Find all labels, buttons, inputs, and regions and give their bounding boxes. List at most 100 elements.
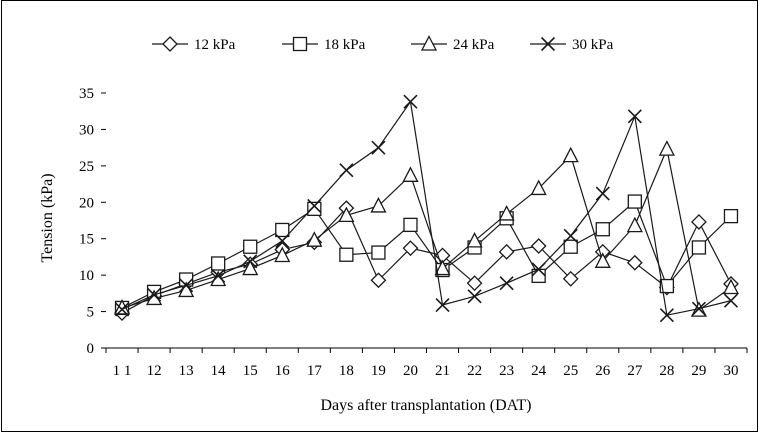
data-point (307, 201, 322, 216)
series-x (114, 94, 739, 323)
data-point (562, 270, 579, 287)
data-point (403, 94, 418, 109)
x-tick-label: 16 (275, 363, 291, 379)
data-point (402, 166, 419, 182)
data-point (530, 238, 547, 254)
data-point (370, 197, 387, 213)
data-point (275, 222, 290, 238)
data-point (371, 140, 386, 155)
data-point (498, 205, 515, 221)
y-tick-label: 20 (79, 195, 94, 211)
data-point (306, 231, 323, 247)
x-tick-label: 28 (659, 363, 674, 379)
data-point (563, 239, 578, 254)
series-line (121, 100, 732, 316)
x-tick-label: 13 (179, 363, 194, 379)
data-point (626, 216, 643, 233)
x-tick-label: 22 (467, 363, 482, 379)
x-tick-label: 19 (371, 363, 386, 379)
data-point (243, 254, 258, 269)
data-point (626, 254, 643, 271)
legend-marker (292, 36, 308, 52)
series-square (114, 194, 739, 316)
legend-label: 24 kPa (453, 37, 495, 53)
data-point (627, 109, 642, 124)
data-point (114, 302, 130, 317)
data-point (370, 272, 387, 289)
data-point (595, 186, 610, 201)
y-tick-label: 30 (79, 122, 94, 138)
y-tick-label: 10 (79, 268, 94, 284)
x-tick-label: 29 (691, 363, 706, 379)
y-tick-label: 25 (79, 159, 94, 175)
legend-item: 30 kPa (530, 36, 614, 53)
x-tick-label: 26 (595, 363, 611, 379)
legend-item: 12 kPa (152, 36, 236, 53)
x-tick-label: 1 1 (113, 363, 132, 379)
y-tick-label: 5 (87, 305, 95, 321)
data-point (691, 214, 707, 230)
x-tick-label: 15 (243, 363, 258, 379)
x-tick-label: 23 (499, 363, 514, 379)
data-point (211, 256, 226, 271)
x-tick-label: 20 (403, 363, 418, 379)
legend-item: 24 kPa (411, 35, 495, 53)
data-point (275, 233, 290, 248)
data-point (466, 275, 483, 292)
data-point (435, 297, 450, 313)
data-point (723, 208, 739, 224)
x-tick-label: 17 (307, 363, 323, 379)
data-point (211, 268, 226, 283)
y-tick-label: 15 (79, 232, 94, 248)
data-point (403, 217, 418, 233)
x-axis-ticks: 1 1 12 13 14 15 16 17 18 19 20 21 22 23 24 25 26 27 28 29 3… (105, 348, 748, 379)
series-layer (113, 94, 740, 323)
legend-marker (162, 36, 178, 52)
legend-marker (540, 36, 556, 52)
y-tick-label: 0 (87, 341, 95, 357)
data-point (499, 276, 514, 291)
y-axis-ticks: 0 5 10 15 20 25 30 35 (79, 86, 106, 357)
x-tick-label: 12 (147, 363, 162, 379)
x-axis-title: Days after transplantation (DAT) (320, 397, 531, 414)
data-point (147, 287, 162, 302)
x-tick-label: 24 (531, 363, 547, 379)
x-tick-label: 14 (211, 363, 227, 379)
legend-label: 12 kPa (194, 37, 236, 53)
y-axis-title: Tension (kPa) (39, 173, 56, 262)
data-point (658, 140, 675, 156)
data-point (274, 246, 291, 263)
data-point (722, 278, 740, 295)
data-point (307, 198, 322, 213)
data-point (627, 194, 642, 209)
x-tick-label: 30 (723, 363, 738, 379)
x-tick-label: 18 (339, 363, 354, 379)
data-point (339, 163, 354, 178)
data-point (434, 259, 451, 276)
data-point (371, 245, 386, 260)
data-point (691, 240, 707, 255)
legend-label: 18 kPa (324, 37, 366, 53)
data-point (466, 231, 483, 248)
data-point (723, 293, 739, 308)
x-tick-label: 27 (627, 363, 643, 379)
data-point (498, 243, 515, 260)
data-point (594, 252, 611, 268)
data-point (402, 240, 419, 257)
data-point (243, 239, 258, 254)
legend-marker (420, 35, 438, 51)
y-tick-label: 35 (79, 86, 94, 102)
x-tick-label: 25 (563, 363, 578, 379)
data-point (530, 179, 547, 196)
data-point (338, 206, 355, 223)
data-point (659, 308, 674, 323)
data-point (659, 278, 675, 294)
data-point (531, 262, 546, 277)
legend-item: 18 kPa (282, 36, 366, 53)
data-point (595, 222, 610, 237)
data-point (467, 289, 482, 304)
legend: 12 kPa 18 kPa 24 kPa 30 kPa (152, 35, 614, 53)
